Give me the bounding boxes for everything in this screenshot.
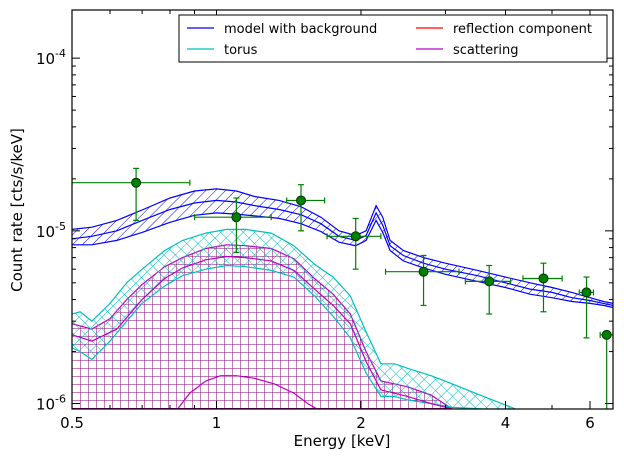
legend-box xyxy=(178,14,608,63)
data-point-6 xyxy=(522,262,563,313)
data-point-5 xyxy=(464,264,512,315)
legend-label: torus xyxy=(224,43,258,58)
y-tick-label: 10-6 xyxy=(36,393,66,414)
y-tick-label: 10-4 xyxy=(36,47,66,68)
x-tick-label: 6 xyxy=(585,414,595,432)
plot-frame xyxy=(71,9,614,410)
model-with-background-band-mid xyxy=(72,199,613,306)
x-axis-label: Energy [keV] xyxy=(294,432,391,450)
torus-band-upper xyxy=(72,228,516,409)
y-axis-label: Count rate [cts/s/keV] xyxy=(8,128,26,292)
model-with-background-band-fill xyxy=(72,188,613,308)
data-point-7 xyxy=(578,276,595,339)
torus-band-lower xyxy=(72,264,516,409)
model-with-background-band-lower xyxy=(72,212,613,309)
data-point-0 xyxy=(72,167,191,221)
x-tick-label: 4 xyxy=(501,414,511,432)
legend-label: reflection component xyxy=(453,22,592,37)
x-tick-label: 1 xyxy=(212,414,222,432)
scattering-band-fill xyxy=(72,244,453,409)
torus-band-fill xyxy=(72,229,516,409)
legend-label: scattering xyxy=(453,43,519,58)
legend-label: model with background xyxy=(224,22,377,37)
data-point-1 xyxy=(193,197,272,254)
data-point-4 xyxy=(384,254,460,307)
data-point-2 xyxy=(286,184,326,232)
data-point-3 xyxy=(326,217,382,270)
x-tick-label: 0.5 xyxy=(60,414,84,432)
x-tick-label: 2 xyxy=(356,414,366,432)
model-with-background-band-upper xyxy=(72,188,613,304)
data-point-8 xyxy=(599,329,613,409)
scattering-line-1 xyxy=(177,375,318,409)
scattering-line-0 xyxy=(72,255,453,409)
y-tick-label: 10-5 xyxy=(36,220,66,241)
